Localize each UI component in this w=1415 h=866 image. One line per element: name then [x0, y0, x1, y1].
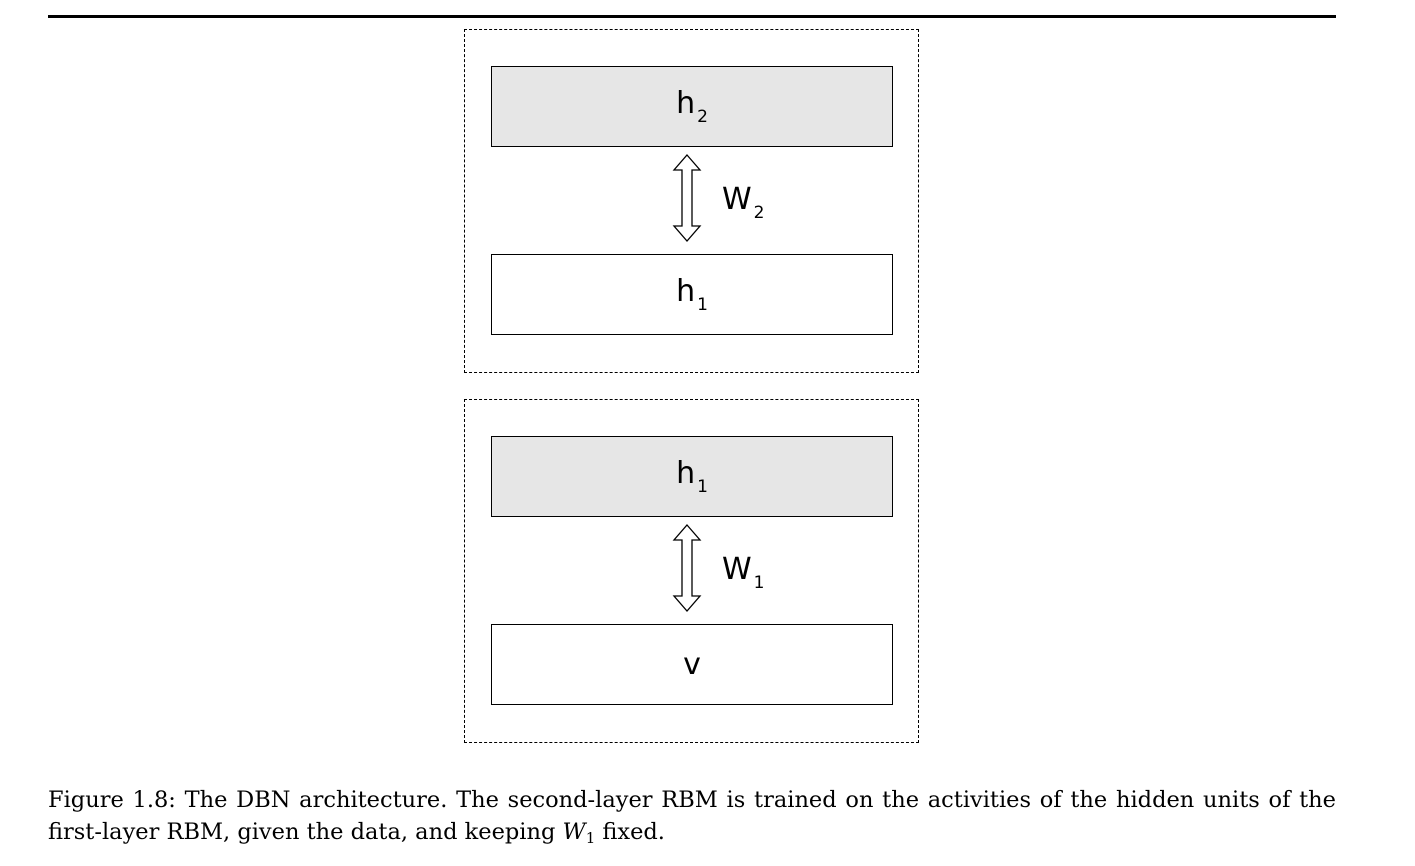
caption-math-w1: W1: [562, 819, 596, 847]
layer-v: v: [491, 624, 893, 705]
layer-v-label: v: [683, 647, 701, 682]
caption-text: Figure 1.8: The DBN architecture. The se…: [48, 787, 1336, 845]
caption-text-end: fixed.: [595, 819, 665, 845]
bidirectional-arrow-icon: [672, 524, 702, 612]
figure-caption: Figure 1.8: The DBN architecture. The se…: [48, 784, 1336, 854]
bidirectional-arrow-icon: [672, 154, 702, 242]
top-rule: [48, 15, 1336, 18]
